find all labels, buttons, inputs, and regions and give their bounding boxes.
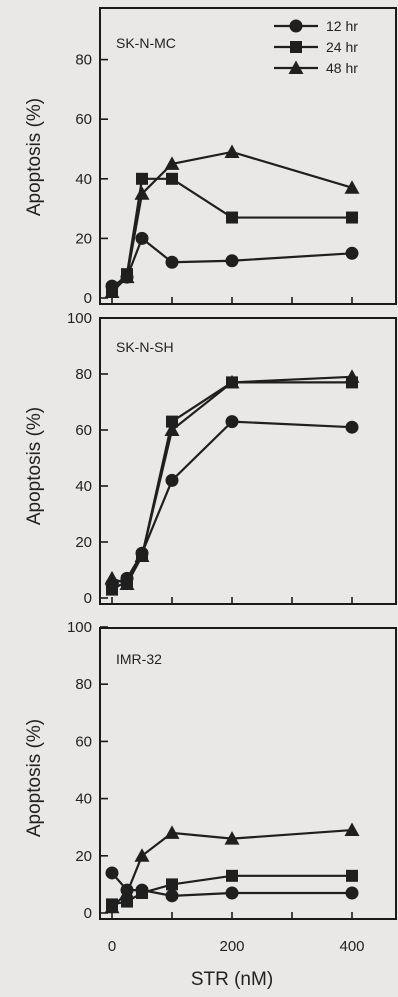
data-point [165, 889, 179, 903]
data-point [166, 878, 178, 891]
y-tick-label: 60 [75, 733, 92, 750]
x-axis-label: STR (nM) [191, 969, 273, 990]
data-point [104, 570, 120, 585]
x-tick-label: 400 [339, 938, 364, 955]
x-tick-label: 200 [219, 938, 244, 955]
y-tick-label: 80 [75, 52, 92, 69]
legend: 12 hr 24 hr 48 hr [274, 18, 358, 76]
data-point [104, 899, 120, 914]
series-24-hr [106, 376, 358, 596]
data-point [344, 369, 360, 383]
legend-label: 12 hr [326, 18, 358, 34]
y-tick-label: 0 [84, 590, 92, 607]
data-point [164, 156, 180, 170]
y-tick-label: 60 [75, 422, 92, 439]
data-point [225, 415, 239, 429]
data-point [224, 144, 240, 158]
data-point [104, 284, 120, 299]
y-axis-label: Apoptosis (%) [24, 719, 45, 837]
data-point [106, 583, 118, 596]
panel-2: 0 20 40 60 80 100 Apoptosis (%) SK-N-SH [24, 310, 397, 607]
data-point [345, 886, 359, 900]
series-12-hr [105, 231, 359, 293]
y-tick-label: 100 [67, 310, 92, 327]
data-point [119, 576, 135, 590]
data-point [164, 422, 180, 436]
data-point [345, 246, 359, 260]
data-point [224, 374, 240, 389]
data-point [225, 254, 239, 268]
data-point [226, 211, 238, 224]
y-tick-label: 20 [75, 534, 92, 551]
data-point [135, 231, 149, 245]
panel-title: IMR-32 [116, 651, 162, 667]
y-tick-label: 40 [75, 171, 92, 188]
legend-marker [290, 41, 302, 53]
panel-3: 0 20 40 60 80 100 Apoptosis (%) IMR-32 0 200 400 ST… [24, 619, 397, 990]
data-point [225, 886, 239, 900]
data-point [165, 473, 179, 487]
series-48-hr [104, 144, 360, 299]
data-point [165, 255, 179, 269]
y-tick-label: 0 [84, 905, 92, 922]
data-point [344, 822, 360, 837]
data-point [134, 186, 150, 200]
series-48-hr [104, 369, 360, 590]
data-point [346, 869, 358, 882]
y-tick-label: 40 [75, 791, 92, 808]
data-point [164, 825, 180, 839]
data-point [119, 885, 135, 899]
y-tick-label: 0 [84, 290, 92, 307]
data-point [224, 831, 240, 845]
data-point [345, 420, 359, 434]
y-tick-label: 80 [75, 366, 92, 383]
series-12-hr [105, 415, 359, 591]
y-axis-label: Apoptosis (%) [24, 98, 45, 216]
data-point [105, 866, 119, 880]
data-point [344, 180, 360, 194]
y-tick-label: 40 [75, 478, 92, 495]
legend-marker [289, 19, 303, 33]
y-tick-label: 100 [67, 619, 92, 636]
data-point [226, 869, 238, 882]
y-axis-label: Apoptosis (%) [24, 407, 45, 525]
data-point [136, 886, 148, 899]
panel-title: SK-N-SH [116, 339, 174, 355]
plot-frame [99, 627, 397, 920]
data-point [166, 172, 178, 185]
data-point [134, 848, 150, 862]
data-point [119, 269, 135, 284]
x-tick-label: 0 [108, 938, 116, 955]
series-48-hr [104, 822, 360, 914]
legend-label: 24 hr [326, 39, 358, 55]
y-tick-label: 20 [75, 230, 92, 247]
plot-frame [99, 317, 397, 605]
series-line [111, 177, 352, 290]
panel-1: 0 20 40 60 80 Apoptosis (%) SK-N-MC 12 hr 24 hr 4… [24, 7, 397, 307]
data-point [134, 548, 150, 562]
y-tick-label: 20 [75, 848, 92, 865]
y-tick-label: 80 [75, 676, 92, 693]
plot-frame [99, 7, 397, 305]
data-point [166, 415, 178, 428]
legend-marker [288, 60, 304, 74]
legend-label: 48 hr [326, 60, 358, 76]
data-point [346, 211, 358, 224]
data-point [136, 172, 148, 185]
y-tick-label: 60 [75, 111, 92, 128]
panel-title: SK-N-MC [116, 35, 176, 51]
